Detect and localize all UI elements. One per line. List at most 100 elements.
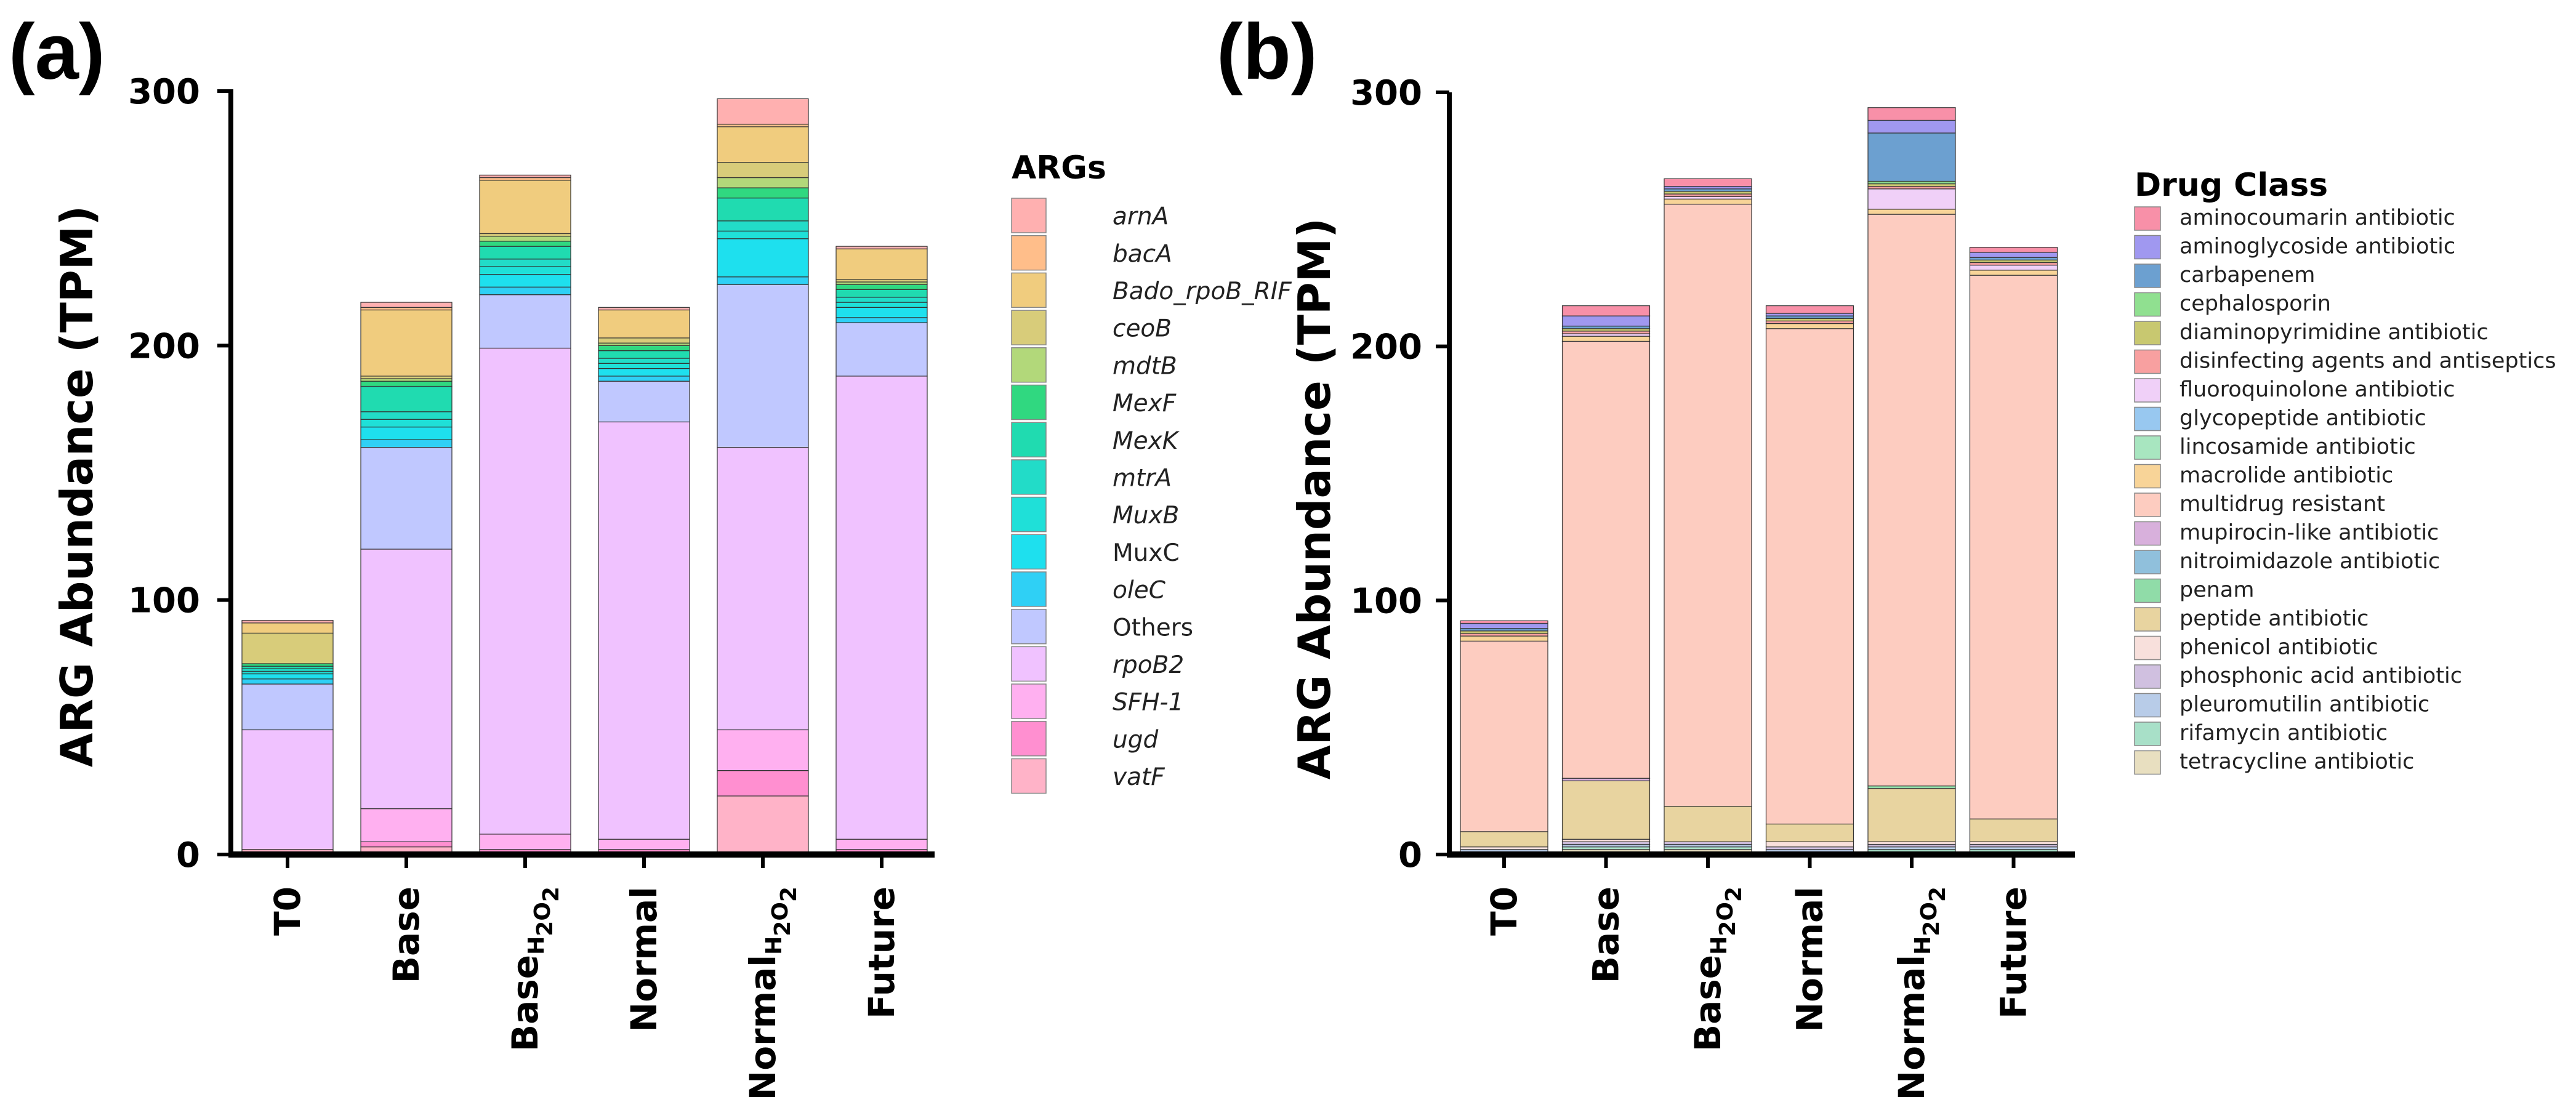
bar-segment-mupirocin-like-antibiotic-base (1561, 778, 1651, 781)
legend-swatch-cephalosporin (2134, 292, 2161, 317)
legend-label-muxc: MuxC (1113, 539, 1180, 567)
bar-segment-multidrug-resistant-base-h2o2 (1664, 203, 1752, 807)
bar-segment-mexk-t0 (241, 666, 334, 669)
legend-swatch-aminoglycoside-antibiotic (2134, 235, 2161, 260)
legend-swatch-tetracycline-antibiotic (2134, 750, 2161, 775)
panel-b-y-axis-label: ARG Abundance (TPM) (1289, 218, 1340, 779)
bar-segment-baca-base-h2o2 (479, 177, 571, 181)
legend-label-olec: oleC (1113, 577, 1166, 605)
bar-segment-mexk-base-h2o2 (479, 246, 571, 260)
bar-segment-others-future (835, 322, 928, 377)
x-tick-label-normal: Normal (1789, 887, 1831, 1032)
bar-segment-diaminopyrimidine-antibiotic-future (1969, 259, 2058, 263)
bar-segment-arna-normal-h2o2 (717, 98, 809, 125)
bar-segment-olec-normal (598, 376, 690, 382)
legend-swatch-muxb (1011, 496, 1047, 533)
x-tick-label-normal-h2o2: NormalH2O2 (742, 887, 802, 1100)
legend-swatch-muxc (1011, 534, 1047, 570)
bar-segment-arna-future (835, 246, 928, 249)
legend-label-mexf: MexF (1113, 390, 1177, 417)
bar-segment-sfh-1-future (835, 838, 928, 850)
x-tick-label-base-h2o2: BaseH2O2 (504, 887, 564, 1052)
bar-segment-mtra-base (360, 411, 453, 420)
bar-segment-others-t0 (241, 683, 334, 731)
bar-segment-macrolide-antibiotic-t0 (1460, 635, 1548, 641)
bar-segment-phenicol-antibiotic-base (1561, 838, 1651, 842)
bar-segment-arna-normal (598, 307, 690, 311)
legend-swatch-phenicol-antibiotic (2134, 635, 2161, 661)
x-tick-label-base-h2o2: BaseH2O2 (1687, 887, 1747, 1052)
bar-segment-aminocoumarin-antibiotic-normal (1765, 305, 1854, 314)
bar-segment-rpob2-future (835, 376, 928, 840)
legend-label-sfh-1: SFH-1 (1113, 689, 1183, 717)
bar-segment-macrolide-antibiotic-normal-h2o2 (1867, 209, 1956, 215)
bar-segment-mtra-normal-h2o2 (717, 220, 809, 231)
bar-segment-ugd-normal-h2o2 (717, 770, 809, 797)
bar-segment-muxb-t0 (241, 670, 334, 675)
legend-label-phosphonic-acid-antibiotic: phosphonic acid antibiotic (2180, 664, 2462, 688)
bar-segment-mdtb-base-h2o2 (479, 236, 571, 242)
bar-segment-carbapenem-future (1969, 257, 2058, 260)
legend-label-diaminopyrimidine-antibiotic: diaminopyrimidine antibiotic (2180, 320, 2489, 345)
bar-segment-bado-rpob-rif-future (835, 248, 928, 280)
bar-segment-cephalosporin-normal-h2o2 (1867, 180, 1956, 185)
bar-segment-mexf-future (835, 284, 928, 290)
legend-label-baca: bacA (1113, 240, 1172, 268)
legend-label-carbapenem: carbapenem (2180, 263, 2315, 288)
bar-segment-mexk-normal (598, 350, 690, 359)
bar-segment-aminoglycoside-antibiotic-t0 (1460, 622, 1548, 629)
bar-segment-disinfecting-agents-and-antiseptics-base (1561, 331, 1651, 334)
bar-segment-disinfecting-agents-and-antiseptics-t0 (1460, 633, 1548, 637)
bar-segment-macrolide-antibiotic-base (1561, 336, 1651, 342)
y-tick-label: 300 (1350, 73, 1422, 113)
x-tick-label-t0: T0 (267, 887, 308, 936)
bar-segment-mexk-future (835, 289, 928, 298)
bar-segment-diaminopyrimidine-antibiotic-base (1561, 328, 1651, 332)
panel-a-axes (228, 89, 935, 858)
bar-segment-disinfecting-agents-and-antiseptics-base-h2o2 (1664, 193, 1752, 197)
bar-segment-arna-base-h2o2 (479, 174, 571, 179)
legend-swatch-multidrug-resistant (2134, 493, 2161, 517)
bar-segment-mexk-normal-h2o2 (717, 198, 809, 222)
legend-swatch-ugd (1011, 721, 1047, 757)
bar-segment-peptide-antibiotic-base (1561, 780, 1651, 840)
x-tick-label-normal-h2o2: NormalH2O2 (1891, 887, 1950, 1100)
bar-segment-ceob-normal-h2o2 (717, 162, 809, 179)
y-tick-label: 100 (128, 581, 200, 621)
panel-b-x-ticks: T0 Base BaseH2O2 Normal NormalH2O2 Future (1483, 855, 2035, 1100)
bar-segment-macrolide-antibiotic-normal (1765, 323, 1854, 329)
bar-segment-fluoroquinolone-antibiotic-base (1561, 333, 1651, 337)
bar-segment-muxc-base-h2o2 (479, 274, 571, 288)
legend-label-fluoroquinolone-antibiotic: fluoroquinolone antibiotic (2180, 377, 2455, 402)
legend-label-others: Others (1113, 614, 1193, 641)
bar-segment-sfh-1-normal (598, 838, 690, 850)
bar-segment-multidrug-resistant-normal-h2o2 (1867, 214, 1956, 787)
bar-segment-peptide-antibiotic-base-h2o2 (1664, 805, 1752, 842)
legend-swatch-olec (1011, 571, 1047, 607)
bar-segment-multidrug-resistant-normal (1765, 328, 1854, 825)
panel-b-axes (1447, 92, 2075, 858)
bar-segment-arna-t0 (241, 620, 334, 624)
legend-swatch-aminocoumarin-antibiotic (2134, 206, 2161, 231)
bar-segment-diaminopyrimidine-antibiotic-normal (1765, 318, 1854, 321)
legend-label-peptide-antibiotic: peptide antibiotic (2180, 606, 2369, 631)
bar-segment-aminocoumarin-antibiotic-base-h2o2 (1664, 178, 1752, 187)
bar-segment-muxc-t0 (241, 673, 334, 680)
bar-segment-aminoglycoside-antibiotic-future (1969, 252, 2058, 258)
bar-segment-sfh-1-base-h2o2 (479, 834, 571, 850)
bar-segment-others-base-h2o2 (479, 294, 571, 349)
bar-segment-rpob2-normal-h2o2 (717, 447, 809, 731)
legend-swatch-mupirocin-like-antibiotic (2134, 521, 2161, 546)
bar-segment-mexf-base-h2o2 (479, 241, 571, 247)
legend-swatch-glycopeptide-antibiotic (2134, 406, 2161, 432)
bar-segment-aminoglycoside-antibiotic-base (1561, 315, 1651, 327)
legend-swatch-diaminopyrimidine-antibiotic (2134, 321, 2161, 345)
bar-segment-others-normal-h2o2 (717, 284, 809, 448)
bar-segment-peptide-antibiotic-t0 (1460, 831, 1548, 848)
legend-label-muxb: MuxB (1113, 502, 1179, 529)
bar-segment-pleuromutilin-antibiotic-base-h2o2 (1664, 843, 1752, 848)
bar-segment-muxb-normal-h2o2 (717, 230, 809, 239)
bar-segment-olec-t0 (241, 678, 334, 685)
